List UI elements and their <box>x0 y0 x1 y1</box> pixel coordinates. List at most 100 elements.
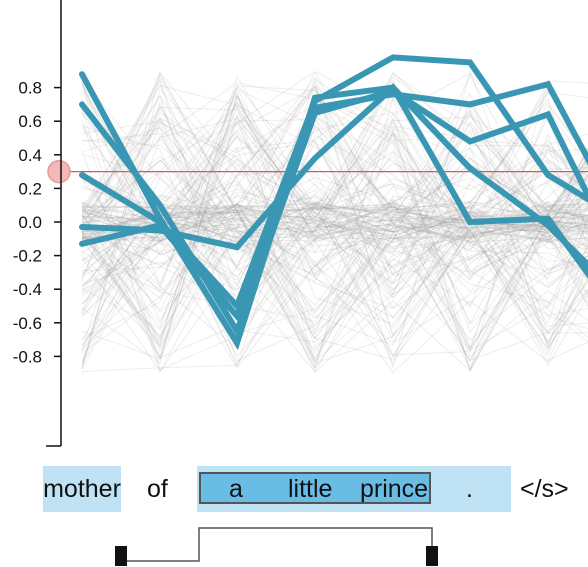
selected-span-box[interactable] <box>199 472 431 504</box>
background-line <box>81 180 588 281</box>
token-mother[interactable]: mother <box>43 466 121 512</box>
background-line <box>81 82 588 352</box>
background-line <box>81 151 588 360</box>
background-line <box>81 72 588 370</box>
background-line <box>81 163 588 374</box>
background-line <box>81 159 588 239</box>
background-line <box>81 109 588 363</box>
background-line <box>81 109 588 360</box>
background-line <box>81 108 588 276</box>
background-line <box>81 91 588 344</box>
background-line <box>81 111 588 234</box>
background-line <box>81 80 588 343</box>
bracket-right-handle[interactable] <box>426 546 438 566</box>
background-line <box>81 84 588 254</box>
y-tick-label: 0.6 <box>18 112 42 131</box>
background-line <box>81 118 588 334</box>
background-line <box>81 86 588 354</box>
background-line <box>81 104 588 365</box>
token-end-of-sentence[interactable]: </s> <box>520 475 569 503</box>
background-line <box>81 85 588 311</box>
background-line <box>81 131 588 294</box>
y-tick-label: 0.0 <box>18 213 42 232</box>
bracket-left-handle[interactable] <box>115 546 127 566</box>
background-line <box>81 115 588 358</box>
background-line <box>81 133 588 313</box>
background-line <box>81 159 588 289</box>
background-line <box>81 196 588 358</box>
background-line <box>81 205 588 352</box>
background-line <box>81 73 588 349</box>
background-line <box>81 195 588 374</box>
background-line <box>81 210 588 340</box>
highlighted-series-line[interactable] <box>79 80 588 322</box>
background-line <box>81 193 588 290</box>
background-line <box>81 211 588 299</box>
token-period[interactable]: . <box>466 475 473 503</box>
span-bracket <box>115 527 438 566</box>
background-line <box>81 99 588 347</box>
background-line <box>81 77 588 233</box>
token-row: mother of a little prince . </s> <box>0 466 588 514</box>
background-line <box>81 69 588 369</box>
background-line <box>81 166 588 325</box>
token-a[interactable]: a <box>229 475 243 503</box>
background-line <box>81 116 588 302</box>
background-line <box>81 121 588 339</box>
background-line <box>81 202 588 346</box>
background-line <box>81 96 588 329</box>
bracket-connector <box>120 527 433 562</box>
background-line <box>81 203 588 365</box>
background-line <box>81 117 588 341</box>
background-line <box>81 202 588 277</box>
background-line <box>81 87 588 236</box>
background-line <box>81 91 588 246</box>
token-of[interactable]: of <box>147 475 168 503</box>
background-line <box>81 120 588 334</box>
y-axis: 0.8 0.6 0.4 0.2 0.0 -0.2 -0.4 -0.6 -0.8 <box>13 0 62 447</box>
background-line <box>81 88 588 291</box>
token-little[interactable]: little <box>288 475 333 503</box>
highlighted-series-line[interactable] <box>79 83 588 303</box>
background-line <box>81 78 588 343</box>
background-line <box>81 155 588 244</box>
y-tick-label: 0.4 <box>18 146 42 165</box>
background-line <box>81 95 588 356</box>
token-prince[interactable]: prince <box>360 475 429 503</box>
background-line <box>81 77 588 373</box>
background-line <box>81 70 588 316</box>
background-line <box>81 191 588 306</box>
background-line <box>81 80 588 339</box>
background-line <box>81 180 588 340</box>
background-line <box>81 137 588 274</box>
background-line <box>81 123 588 314</box>
background-line <box>81 119 588 374</box>
background-line <box>81 209 588 350</box>
background-line <box>81 119 588 270</box>
background-line <box>81 145 588 240</box>
y-tick-label: 0.8 <box>18 79 42 98</box>
background-line <box>81 71 588 256</box>
background-line <box>81 83 588 325</box>
highlighted-lines <box>79 54 588 351</box>
background-line <box>81 205 588 370</box>
parallel-coordinates-chart: 0.8 0.6 0.4 0.2 0.0 -0.2 -0.4 -0.6 -0.8 <box>13 0 588 447</box>
background-line <box>81 203 588 240</box>
background-line <box>81 78 588 373</box>
background-line <box>81 72 588 275</box>
background-line <box>81 192 588 309</box>
background-line <box>81 173 588 370</box>
background-line <box>81 108 588 309</box>
background-line <box>81 204 588 356</box>
background-line <box>81 103 588 236</box>
background-line <box>81 128 588 369</box>
background-line <box>81 71 588 221</box>
threshold-handle[interactable] <box>47 159 71 184</box>
background-line <box>81 108 588 281</box>
background-line <box>81 125 588 362</box>
background-line <box>81 94 588 335</box>
background-line <box>81 80 588 371</box>
background-line <box>81 206 588 305</box>
background-line <box>81 100 588 350</box>
y-tick-label: -0.8 <box>13 347 42 366</box>
